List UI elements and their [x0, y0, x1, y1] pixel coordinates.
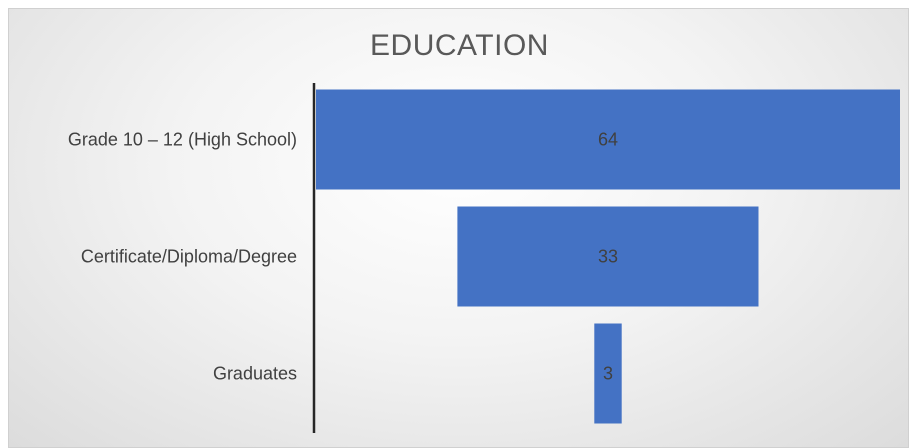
- funnel-bars: [316, 89, 900, 424]
- category-labels: Grade 10 – 12 (High School) Certificate/D…: [68, 130, 297, 384]
- category-label: Certificate/Diploma/Degree: [81, 247, 297, 267]
- funnel-plot: Grade 10 – 12 (High School) Certificate/D…: [68, 83, 900, 433]
- data-label: 64: [598, 130, 618, 150]
- category-label: Graduates: [213, 364, 297, 384]
- funnel-bar: [457, 206, 759, 307]
- chart-area: EDUCATION Grade 10 – 12 (High School) Cer…: [8, 8, 909, 448]
- data-label: 3: [603, 364, 613, 384]
- funnel-bar: [594, 323, 622, 424]
- data-label: 33: [598, 247, 618, 267]
- category-label: Grade 10 – 12 (High School): [68, 130, 297, 150]
- funnel-bar: [316, 89, 900, 190]
- chart-title: EDUCATION: [370, 29, 549, 62]
